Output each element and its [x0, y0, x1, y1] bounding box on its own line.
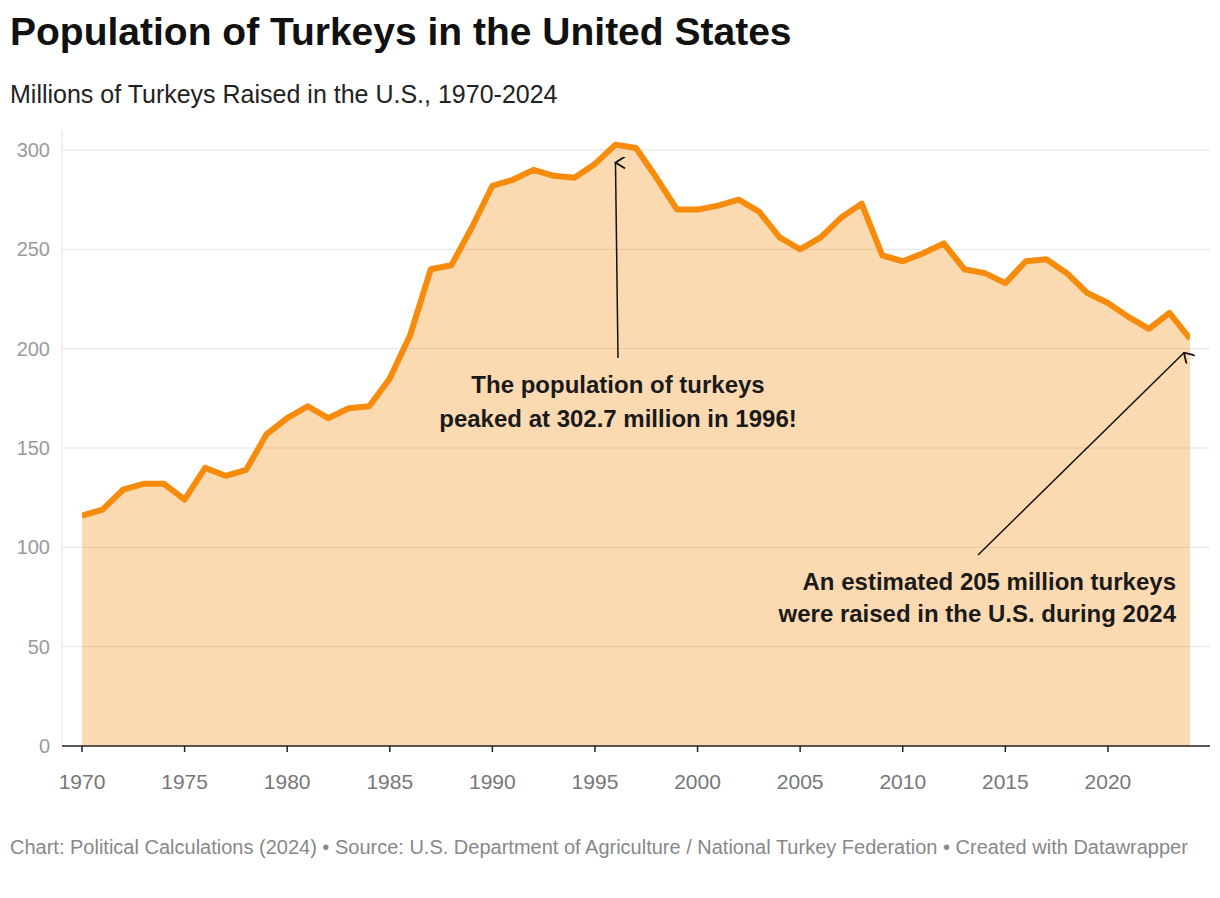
y-tick-label: 250 — [17, 238, 50, 260]
x-tick — [389, 746, 391, 752]
plot-area — [82, 145, 1190, 746]
annotation-text: The population of turkeys — [471, 371, 764, 398]
area — [82, 145, 1190, 746]
y-tick-label: 0 — [39, 735, 50, 757]
annotation-text: An estimated 205 million turkeys — [803, 568, 1176, 595]
source: Chart: Political Calculations (2024) • S… — [10, 834, 1200, 860]
x-tick — [902, 746, 904, 752]
x-tick-label: 2015 — [982, 770, 1029, 793]
chart: 0 50 100 150 200 250 300 1970 1975 1980 1985 1990 19… — [0, 0, 1220, 898]
x-tick-label: 2020 — [1085, 770, 1132, 793]
x-tick-label: 1970 — [59, 770, 106, 793]
x-tick — [492, 746, 494, 752]
x-tick-label: 1985 — [366, 770, 413, 793]
annotation-text: were raised in the U.S. during 2024 — [778, 600, 1177, 627]
x-tick-label: 1995 — [572, 770, 619, 793]
line — [82, 145, 1190, 516]
x-tick-label: 1990 — [469, 770, 516, 793]
x-tick — [594, 746, 596, 752]
x-tick-label: 1975 — [161, 770, 208, 793]
x-tick — [184, 746, 186, 752]
annotation-arrow — [978, 353, 1184, 555]
annotation-text: peaked at 302.7 million in 1996! — [439, 405, 797, 432]
y-tick-label: 200 — [17, 338, 50, 360]
x-tick — [286, 746, 288, 752]
y-tick-label: 50 — [28, 636, 50, 658]
y-tick-label: 100 — [17, 536, 50, 558]
x-tick — [799, 746, 801, 752]
title: Population of Turkeys in the United Stat… — [10, 10, 792, 54]
x-tick — [697, 746, 699, 752]
x-tick-label: 2010 — [879, 770, 926, 793]
y-tick-label: 300 — [17, 139, 50, 161]
annotation-arrow — [615, 163, 618, 358]
x-tick-label: 1980 — [264, 770, 311, 793]
x-tick — [1005, 746, 1007, 752]
x-tick — [1107, 746, 1109, 752]
subtitle: Millions of Turkeys Raised in the U.S., … — [10, 80, 558, 109]
x-tick — [81, 746, 83, 752]
y-tick-label: 150 — [17, 437, 50, 459]
x-tick-label: 2005 — [777, 770, 824, 793]
x-tick-label: 2000 — [674, 770, 721, 793]
y-axis-line — [62, 130, 63, 746]
x-axis-line — [62, 745, 1210, 747]
